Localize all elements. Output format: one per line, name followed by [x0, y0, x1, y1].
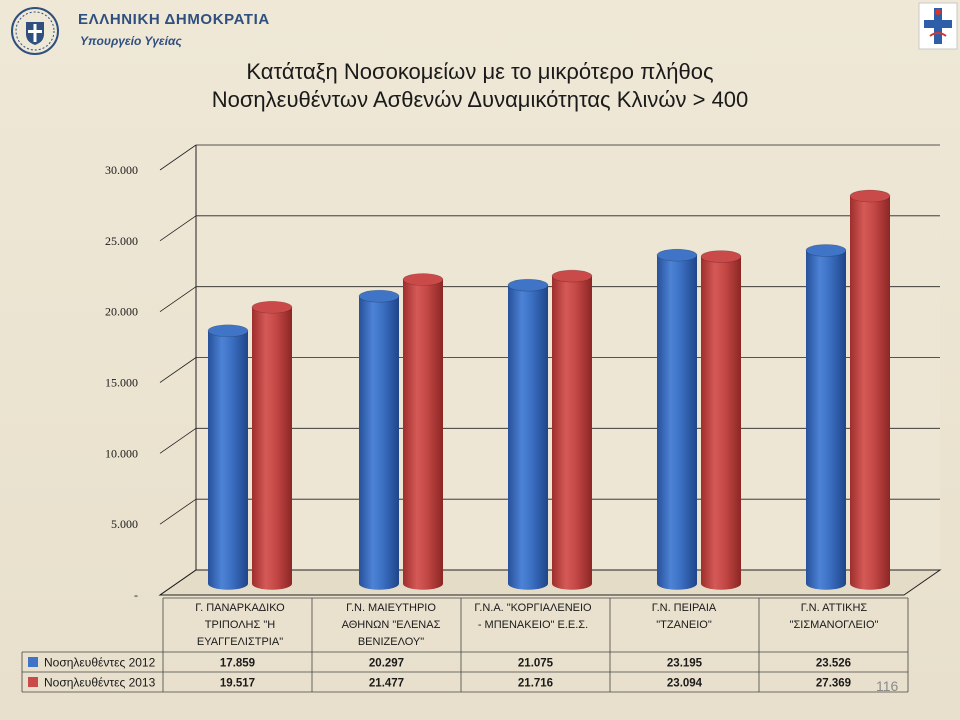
bar-top: [207, 324, 249, 338]
legend-swatch-2012: [28, 657, 38, 667]
bar-body: [850, 196, 890, 584]
category-label: Γ. ΠΑΝΑΡΚΑΔΙΚΟ: [195, 602, 285, 614]
gridline-side: [159, 286, 197, 312]
data-value-label: 19.517: [220, 678, 255, 690]
bar-body: [252, 307, 292, 584]
category-label: Γ.Ν. ΑΤΤΙΚΗΣ: [801, 602, 868, 614]
bar-top: [700, 250, 742, 263]
government-title: ΕΛΛΗΝΙΚΗ ΔΗΜΟΚΡΑΤΙΑ: [78, 11, 270, 28]
category-label: ΒΕΝΙΖΕΛΟΥ": [358, 636, 424, 648]
bar-body: [701, 256, 741, 584]
data-table: Νοσηλευθέντες 2012 17.859 20.297 21.075 23.1…: [21, 597, 909, 693]
category-label: ΕΥΑΓΓΕΛΙΣΤΡΙΑ": [197, 636, 283, 648]
bar-body: [403, 279, 443, 584]
page-number: 116: [876, 678, 899, 694]
gridline-side: [159, 144, 197, 171]
gridline-side: [159, 428, 197, 454]
bar-base: [508, 577, 548, 590]
bar-top: [358, 289, 400, 303]
category-label: ΤΡΙΠΟΛΗΣ "Η: [205, 619, 275, 631]
y-tick-label: 25.000: [105, 234, 138, 248]
chart-title-line-2: Νοσηλευθέντων Ασθενών Δυναμικότητας Κλιν…: [211, 87, 749, 112]
legend-label-2012: Νοσηλευθέντες 2012: [44, 656, 156, 670]
data-value-label: 21.477: [369, 678, 404, 690]
chart-bars: [207, 189, 891, 590]
chart-title-line-1: Κατάταξη Νοσοκομείων με το μικρότερο πλή…: [246, 59, 714, 84]
category-label: Γ.Ν.Α. "ΚΟΡΓΙΑΛΕΝΕΙΟ: [474, 602, 592, 614]
bar-body: [508, 285, 548, 584]
legend-label-2013: Νοσηλευθέντες 2013: [44, 676, 156, 690]
bar-base: [657, 577, 697, 590]
bar-body: [657, 255, 697, 584]
bar-2013-4: [849, 189, 891, 590]
bar-2012-2: [507, 278, 549, 590]
bar-base: [701, 577, 741, 590]
bar-2013-1: [402, 273, 444, 590]
category-label: Γ.Ν. ΜΑΙΕΥΤΗΡΙΟ: [346, 602, 436, 614]
bar-top: [805, 244, 847, 257]
bar-2013-2: [551, 269, 593, 590]
bar-top: [656, 248, 698, 262]
data-value-label: 23.526: [816, 658, 851, 670]
greek-coat-of-arms-icon: [11, 7, 59, 55]
bar-top: [251, 300, 293, 314]
bar-base: [806, 577, 846, 590]
data-value-label: 23.195: [667, 658, 703, 670]
category-label: ΑΘΗΝΩΝ "ΕΛΕΝΑΣ: [342, 619, 441, 631]
gridline-side: [159, 215, 197, 242]
bar-2012-4: [805, 244, 847, 590]
gridline-side: [159, 569, 197, 596]
bar-2013-0: [251, 300, 293, 590]
bar-2012-0: [207, 324, 249, 590]
bar-2012-1: [358, 289, 400, 590]
y-tick-label: 5.000: [111, 517, 138, 531]
y-tick-label: 20.000: [105, 305, 138, 319]
y-tick-label: 10.000: [105, 446, 138, 460]
category-label: "ΤΖΑΝΕΙΟ": [656, 619, 712, 631]
y-tick-label: 30.000: [105, 163, 138, 177]
bar-top: [402, 273, 444, 286]
bar-base: [403, 577, 443, 590]
bar-body: [806, 250, 846, 584]
category-labels: Γ. ΠΑΝΑΡΚΑΔΙΚΟ ΤΡΙΠΟΛΗΣ "Η ΕΥΑΓΓΕΛΙΣΤΡΙΑ" Γ…: [195, 602, 878, 648]
gridline-side: [159, 498, 197, 525]
bar-body: [208, 330, 248, 584]
category-label: Γ.Ν. ΠΕΙΡΑΙΑ: [652, 602, 717, 614]
y-tick-label: -: [134, 588, 138, 602]
category-label: "ΣΙΣΜΑΝΟΓΛΕΙΟ": [790, 619, 879, 631]
bar-body: [552, 276, 592, 584]
bar-base: [359, 577, 399, 590]
data-value-label: 17.859: [220, 658, 255, 670]
data-value-label: 20.297: [369, 658, 404, 670]
bar-base: [208, 577, 248, 590]
data-value-label: 23.094: [667, 678, 703, 690]
medical-logo-icon: [918, 2, 958, 50]
header: ΕΛΛΗΝΙΚΗ ΔΗΜΟΚΡΑΤΙΑ Υπουργείο Υγείας: [0, 0, 960, 60]
category-label: - ΜΠΕΝΑΚΕΙΟ" Ε.Ε.Σ.: [478, 619, 588, 631]
legend-swatch-2013: [28, 677, 38, 687]
y-tick-label: 15.000: [105, 376, 138, 390]
bar-body: [359, 296, 399, 584]
bar-base: [850, 577, 890, 590]
gridline-side: [159, 357, 197, 383]
bar-2013-3: [700, 250, 742, 590]
ministry-subtitle: Υπουργείο Υγείας: [80, 34, 182, 48]
bar-base: [252, 577, 292, 590]
chart-title: Κατάταξη Νοσοκομείων με το μικρότερο πλή…: [0, 58, 960, 114]
data-value-label: 21.075: [518, 658, 554, 670]
data-value-label: 21.716: [518, 678, 553, 690]
bar-top: [551, 269, 593, 283]
bar-base: [552, 577, 592, 590]
bar-top: [507, 278, 549, 292]
y-axis-ticks: - 5.000 10.000 15.000 20.000 25.000 30.000: [105, 163, 138, 602]
bar-top: [849, 189, 891, 203]
data-value-label: 27.369: [816, 678, 851, 690]
bar-2012-3: [656, 248, 698, 590]
